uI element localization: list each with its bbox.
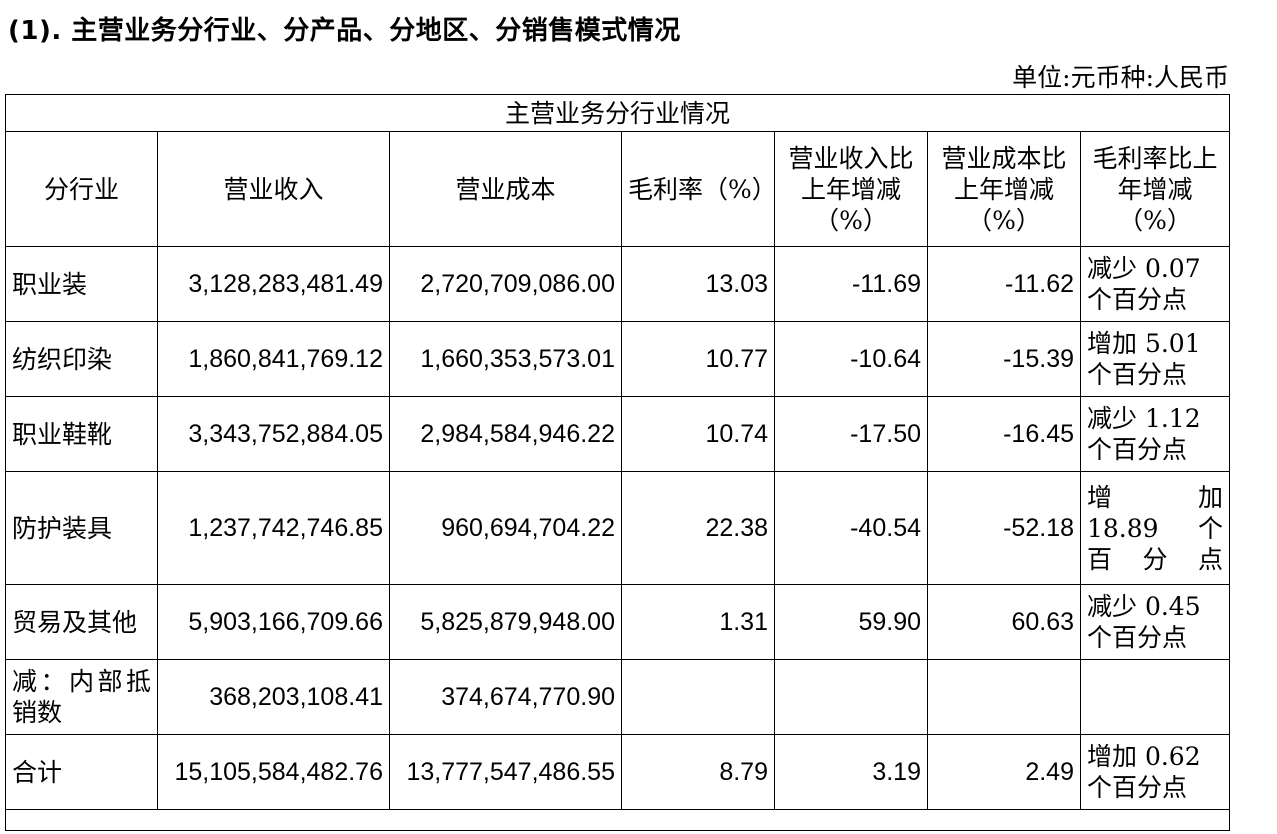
margin-cell: 10.74 [621, 396, 775, 472]
margin-change-cell: 减少 0.07 个百分点 [1079, 246, 1231, 322]
revenue-change-cell: -11.69 [774, 246, 928, 322]
revenue-change-cell: -10.64 [774, 321, 928, 397]
revenue-cell: 1,860,841,769.12 [157, 321, 390, 397]
margin-change-cell: 减少 0.45 个百分点 [1079, 584, 1231, 660]
table-row: 职业装 3,128,283,481.49 2,720,709,086.00 13… [5, 246, 1231, 322]
header-margin: 毛利率（%） [621, 131, 775, 247]
row-label: 职业装 [5, 246, 158, 322]
row-label: 贸易及其他 [5, 584, 158, 660]
cost-cell: 960,694,704.22 [389, 471, 622, 585]
row-label: 职业鞋靴 [5, 396, 158, 472]
row-label: 防护装具 [5, 471, 158, 585]
header-revenue-change: 营业收入比上年增减（%） [774, 131, 928, 247]
margin-cell: 22.38 [621, 471, 775, 585]
cost-change-cell: 60.63 [927, 584, 1081, 660]
revenue-cell: 15,105,584,482.76 [157, 734, 390, 810]
margin-cell: 10.77 [621, 321, 775, 397]
table-row: 纺织印染 1,860,841,769.12 1,660,353,573.01 1… [5, 321, 1231, 397]
table-header-row: 分行业 营业收入 营业成本 毛利率（%） 营业收入比上年增减（%） 营业成本比上… [5, 131, 1231, 247]
header-cost: 营业成本 [389, 131, 622, 247]
table-group-title: 主营业务分行业情况 [4, 94, 1231, 132]
row-label: 纺织印染 [5, 321, 158, 397]
revenue-cell: 368,203,108.41 [157, 659, 390, 735]
cost-change-cell: 2.49 [927, 734, 1081, 810]
cost-cell: 5,825,879,948.00 [389, 584, 622, 660]
revenue-change-cell [774, 659, 928, 735]
margin-change-cell: 减少 1.12 个百分点 [1079, 396, 1231, 472]
revenue-change-cell: 59.90 [774, 584, 928, 660]
row-label: 合计 [5, 734, 158, 810]
revenue-change-cell: -17.50 [774, 396, 928, 472]
table-row: 贸易及其他 5,903,166,709.66 5,825,879,948.00 … [5, 584, 1231, 660]
margin-change-cell: 增加 5.01 个百分点 [1079, 321, 1231, 397]
revenue-cell: 3,128,283,481.49 [157, 246, 390, 322]
margin-cell [621, 659, 775, 735]
section-heading: (1). 主营业务分行业、分产品、分地区、分销售模式情况 [8, 16, 681, 46]
cost-change-cell: -11.62 [927, 246, 1081, 322]
cost-change-cell: -16.45 [927, 396, 1081, 472]
revenue-change-cell: 3.19 [774, 734, 928, 810]
revenue-cell: 1,237,742,746.85 [157, 471, 390, 585]
header-industry: 分行业 [5, 131, 158, 247]
cost-change-cell [927, 659, 1081, 735]
revenue-cell: 5,903,166,709.66 [157, 584, 390, 660]
margin-change-cell: 增 加 18.89 个 百分点 [1079, 471, 1231, 585]
table-row: 职业鞋靴 3,343,752,884.05 2,984,584,946.22 1… [5, 396, 1231, 472]
margin-cell: 8.79 [621, 734, 775, 810]
margin-cell: 13.03 [621, 246, 775, 322]
unit-label: 单位:元币种:人民币 [1012, 63, 1229, 92]
row-label: 减：内部抵销数 [5, 659, 158, 735]
header-revenue: 营业收入 [157, 131, 390, 247]
cost-cell: 1,660,353,573.01 [389, 321, 622, 397]
cost-cell: 2,984,584,946.22 [389, 396, 622, 472]
table-row: 防护装具 1,237,742,746.85 960,694,704.22 22.… [5, 471, 1231, 585]
next-group-cell [4, 809, 1231, 831]
revenue-change-cell: -40.54 [774, 471, 928, 585]
margin-change-cell [1079, 659, 1231, 735]
cost-cell: 374,674,770.90 [389, 659, 622, 735]
cost-change-cell: -15.39 [927, 321, 1081, 397]
header-margin-change: 毛利率比上年增减（%） [1079, 131, 1231, 247]
cost-cell: 13,777,547,486.55 [389, 734, 622, 810]
cost-cell: 2,720,709,086.00 [389, 246, 622, 322]
table-row: 合计 15,105,584,482.76 13,777,547,486.55 8… [5, 734, 1231, 810]
industry-table: 主营业务分行业情况 分行业 营业收入 营业成本 毛利率（%） 营业收入比上年增减… [4, 94, 1231, 831]
cost-change-cell: -52.18 [927, 471, 1081, 585]
margin-change-cell: 增加 0.62 个百分点 [1079, 734, 1231, 810]
table-row: 减：内部抵销数 368,203,108.41 374,674,770.90 [5, 659, 1231, 735]
header-cost-change: 营业成本比上年增减（%） [927, 131, 1081, 247]
revenue-cell: 3,343,752,884.05 [157, 396, 390, 472]
margin-cell: 1.31 [621, 584, 775, 660]
next-group-row [4, 809, 1231, 831]
